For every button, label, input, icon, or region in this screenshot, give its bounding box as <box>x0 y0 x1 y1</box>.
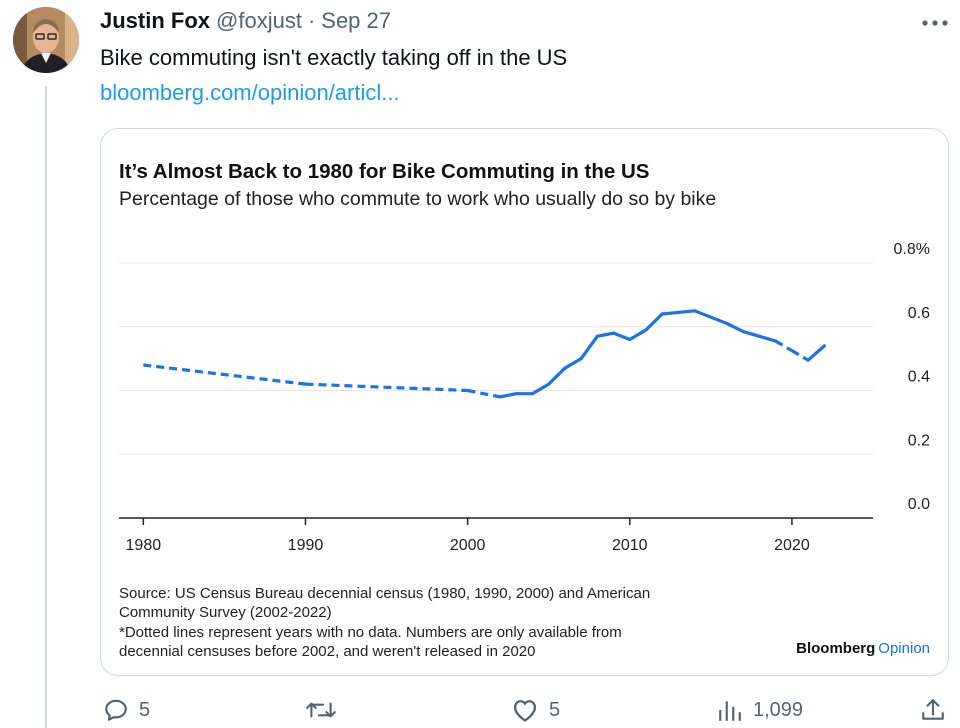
line-chart: It’s Almost Back to 1980 for Bike Commut… <box>119 160 931 660</box>
series-segment-dotted <box>774 339 793 353</box>
series-segment <box>660 310 681 316</box>
series-segment <box>579 334 599 361</box>
series-segment <box>709 315 729 326</box>
tweet-text: Bike commuting isn't exactly taking off … <box>100 45 568 70</box>
header-separator: · <box>307 8 316 33</box>
more-options-button[interactable] <box>918 10 952 36</box>
action-bar: 5 5 1,099 <box>0 692 960 728</box>
y-tick-label: 0.8% <box>894 241 930 258</box>
series-segment-dotted <box>791 349 809 362</box>
heart-icon <box>513 700 537 722</box>
series-segment-dotted <box>143 363 306 386</box>
chart-card[interactable]: It’s Almost Back to 1980 for Bike Commut… <box>100 128 949 676</box>
reply-icon <box>105 699 127 721</box>
x-tick-label: 1990 <box>288 537 324 554</box>
series-segment <box>644 312 664 332</box>
thread-line <box>45 86 47 728</box>
series-segment <box>563 357 583 370</box>
data-series <box>143 309 826 399</box>
reply-button[interactable]: 5 <box>103 692 150 728</box>
source-line-1: Source: US Census Bureau decennial censu… <box>119 585 650 602</box>
x-axis-ticks: 1980 1990 2000 2010 2020 <box>126 518 810 554</box>
series-segment <box>741 329 762 338</box>
series-segment <box>530 382 551 396</box>
like-count: 5 <box>549 698 561 721</box>
x-tick-label: 2020 <box>774 537 810 554</box>
author-handle[interactable]: @foxjust <box>216 8 302 33</box>
y-tick-label: 0.6 <box>908 305 930 322</box>
views-button[interactable]: 1,099 <box>717 692 803 728</box>
y-axis-ticks: 0.8% 0.6 0.4 0.2 0.0 <box>894 241 931 513</box>
tweet-date[interactable]: Sep 27 <box>321 8 391 33</box>
y-tick-label: 0.0 <box>908 496 930 513</box>
share-button[interactable] <box>920 692 946 728</box>
series-segment <box>498 392 518 399</box>
repost-icon <box>306 702 336 718</box>
series-segment <box>611 331 632 342</box>
series-segment <box>725 321 745 334</box>
bloomberg-opinion-logo: Bloomberg Opinion <box>796 640 930 657</box>
source-line-4: decennial censuses before 2002, and were… <box>119 643 536 660</box>
repost-button[interactable] <box>305 692 337 728</box>
like-button[interactable]: 5 <box>511 692 560 728</box>
source-line-3: *Dotted lines represent years with no da… <box>119 624 622 641</box>
x-tick-label: 1980 <box>126 537 162 554</box>
series-segment <box>693 309 713 319</box>
share-icon <box>922 699 944 720</box>
series-segment <box>595 331 616 338</box>
series-segment <box>757 334 778 343</box>
series-segment <box>806 344 826 362</box>
chart-gridlines <box>119 262 873 519</box>
article-link[interactable]: bloomberg.com/opinion/articl... <box>100 80 400 105</box>
y-tick-label: 0.2 <box>908 432 930 449</box>
logo-bloomberg: Bloomberg <box>796 640 875 657</box>
view-count: 1,099 <box>753 698 804 721</box>
author-name[interactable]: Justin Fox <box>100 8 211 33</box>
avatar-photo <box>13 7 79 73</box>
avatar[interactable] <box>13 7 79 73</box>
chart-title: It’s Almost Back to 1980 for Bike Commut… <box>119 160 649 183</box>
source-line-2: Community Survey (2002-2022) <box>119 604 332 621</box>
series-segment <box>628 328 648 342</box>
x-tick-label: 2010 <box>612 537 648 554</box>
x-tick-label: 2000 <box>450 537 486 554</box>
chart-subtitle: Percentage of those who commute to work … <box>119 188 716 210</box>
series-segment-dotted <box>305 382 468 393</box>
series-segment-dotted <box>467 388 501 399</box>
series-segment <box>676 309 697 315</box>
reply-count: 5 <box>139 698 151 721</box>
y-tick-label: 0.4 <box>908 369 930 386</box>
more-icon <box>922 20 948 26</box>
tweet-header: Justin Fox @foxjust · Sep 27 <box>100 8 391 38</box>
series-segment <box>547 366 567 386</box>
bar-chart-icon <box>719 701 741 721</box>
logo-opinion: Opinion <box>878 640 930 657</box>
